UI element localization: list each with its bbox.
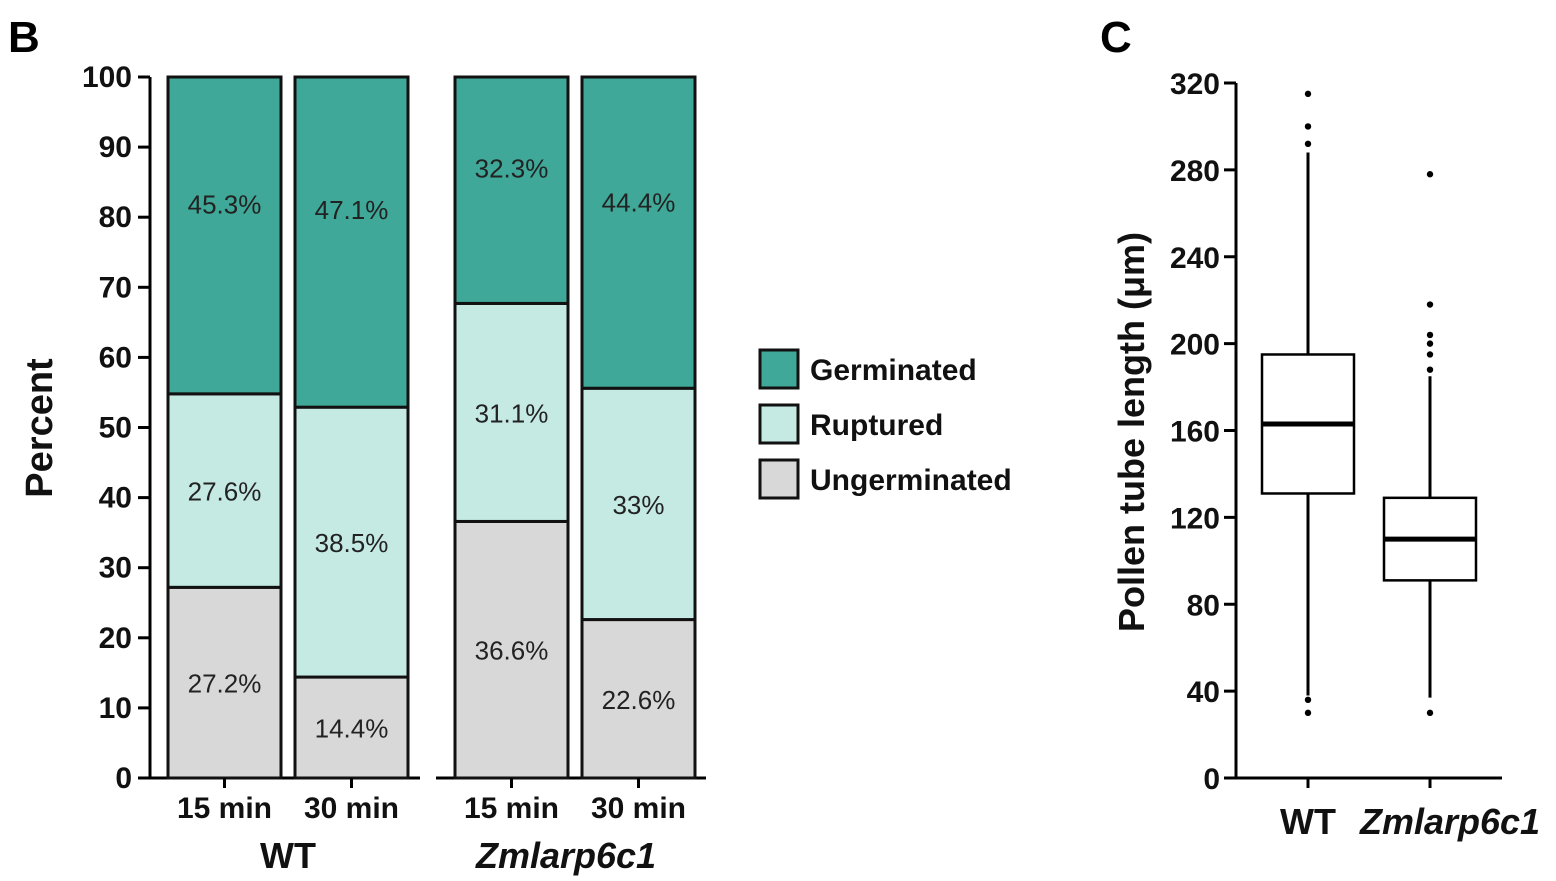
box-plot-chart: Pollen tube length (μm) 0 40 80 120 160 200 240… (1111, 68, 1540, 842)
outlier-point (1304, 140, 1312, 148)
x-tick-label: 15 min (464, 792, 559, 825)
y-axis-label: Percent (19, 358, 61, 498)
legend-swatch-ungerminated (758, 458, 800, 500)
x-tick-label: 30 min (304, 792, 399, 825)
data-label: 22.6% (602, 685, 676, 715)
x-tick-label: 15 min (177, 792, 272, 825)
outlier-point (1304, 90, 1312, 98)
bar-segment-ruptured (580, 386, 697, 622)
bar-segment-germinated (293, 75, 410, 409)
y-tick-label: 50 (99, 412, 132, 445)
outlier-point (1426, 171, 1434, 178)
outlier-point (1426, 340, 1434, 347)
bar-segment-germinated (166, 75, 283, 396)
outlier-point (1426, 709, 1434, 717)
y-tick-label: 100 (82, 61, 132, 94)
bar-segment-ruptured (453, 301, 570, 523)
outlier-point (1426, 301, 1434, 308)
y-tick-label: 70 (99, 271, 132, 304)
bar-segment-germinated (580, 75, 697, 390)
y-tick-label: 20 (99, 622, 132, 655)
y-tick-label: 200 (1170, 329, 1220, 362)
legend-swatch-ruptured (758, 403, 800, 445)
data-label: 36.6% (475, 636, 549, 666)
y-tick-label: 280 (1170, 155, 1220, 188)
outlier-point (1304, 123, 1312, 130)
group-label: Zmlarp6c1 (475, 835, 656, 876)
bar-segment-germinated (453, 75, 570, 305)
y-tick-label: 60 (99, 341, 132, 374)
y-tick-label: 320 (1170, 68, 1220, 101)
y-tick-label: 90 (99, 131, 132, 164)
data-label: 14.4% (315, 714, 389, 744)
y-tick-label: 80 (99, 201, 132, 234)
data-label: 32.3% (475, 154, 549, 184)
panel-label-c: C (1100, 13, 1132, 62)
legend-label: Ruptured (810, 409, 943, 442)
data-label: 33% (612, 490, 664, 520)
y-tick-label: 80 (1187, 589, 1220, 622)
y-tick-label: 160 (1170, 416, 1220, 449)
y-tick-label: 10 (99, 692, 132, 725)
bar-segment-ungerminated (166, 585, 283, 780)
legend-label: Ungerminated (810, 464, 1012, 497)
bar-segment-ungerminated (293, 675, 410, 780)
y-tick-label: 40 (99, 482, 132, 515)
outlier-point (1304, 696, 1312, 704)
outlier-point (1304, 709, 1312, 717)
data-label: 44.4% (602, 187, 676, 217)
bar-segment-ungerminated (453, 519, 570, 780)
data-label: 27.2% (188, 669, 262, 699)
outlier-point (1426, 351, 1434, 358)
x-tick-label: WT (1280, 801, 1336, 842)
x-tick-label: Zmlarp6c1 (1359, 801, 1540, 842)
group-label: WT (260, 835, 316, 876)
data-label: 47.1% (315, 195, 389, 225)
panel-label-b: B (8, 13, 40, 62)
data-label: 45.3% (188, 190, 262, 220)
y-axis-label: Pollen tube length (μm) (1111, 232, 1152, 632)
y-tick-label: 240 (1170, 242, 1220, 275)
data-label: 27.6% (188, 477, 262, 507)
bar-segment-ruptured (293, 405, 410, 679)
y-tick-label: 0 (1203, 763, 1220, 796)
stacked-bar-chart: Percent 0 10 20 30 40 50 60 70 80 90 100 27.2% 27.6% 4… (19, 61, 706, 876)
y-tick-label: 30 (99, 552, 132, 585)
y-tick-label: 0 (115, 762, 132, 795)
data-label: 31.1% (475, 398, 549, 428)
x-tick-label: 30 min (591, 792, 686, 825)
outlier-point (1426, 331, 1434, 339)
legend: Germinated Ruptured Ungerminated (758, 348, 1012, 500)
y-tick-label: 40 (1187, 676, 1220, 709)
y-tick-label: 120 (1170, 502, 1220, 535)
legend-swatch-germinated (758, 348, 800, 390)
bar-segment-ruptured (166, 392, 283, 589)
outlier-point (1426, 366, 1434, 373)
data-label: 38.5% (315, 528, 389, 558)
legend-label: Germinated (810, 354, 977, 387)
